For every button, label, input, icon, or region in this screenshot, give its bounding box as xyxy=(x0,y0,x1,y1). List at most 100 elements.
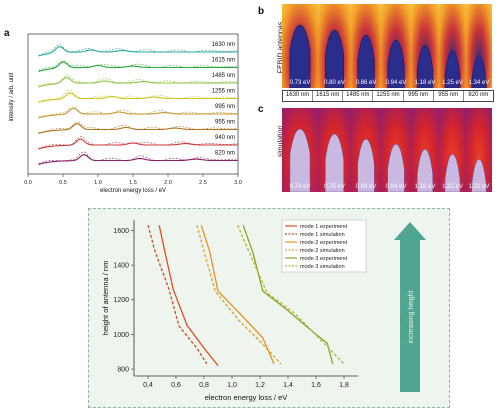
energy-label: 1.34 eV xyxy=(468,80,490,86)
length-label: 1615 nm xyxy=(313,91,344,101)
spectra-xticks: 0.0 0.5 1.0 1.5 2.0 2.5 3.0 xyxy=(24,174,242,186)
spectrum-label: 940 nm xyxy=(215,135,235,141)
febid-image: 0.80 eV xyxy=(318,4,351,88)
length-label: 995 nm xyxy=(404,91,434,101)
increasing-height-arrow: increasing height xyxy=(394,222,426,392)
febid-image: 1.34 eV xyxy=(466,4,492,88)
series-line xyxy=(242,224,334,365)
energy-label: 1.25 eV xyxy=(442,80,463,86)
measured-spectrum xyxy=(38,46,238,57)
legend-label: mode 1 experiment xyxy=(300,224,348,230)
energy-label: 1.18 eV xyxy=(414,184,436,190)
x-tick-label: 0,6 xyxy=(171,382,181,389)
series-line xyxy=(158,225,219,367)
antenna-shape xyxy=(357,34,375,88)
y-axis-label: height of antenna / nm xyxy=(101,261,110,336)
energy-label: 0.86 eV xyxy=(355,80,377,86)
antenna-length-bar: 1630 nm 1615 nm 1485 nm 1255 nm 995 nm 9… xyxy=(282,90,494,102)
energy-label: 0.74 eV xyxy=(289,184,311,190)
x-tick-label: 1,8 xyxy=(339,382,349,389)
measured-spectrum xyxy=(38,107,238,119)
spectra-curves xyxy=(38,44,239,166)
spectrum-label: 955 nm xyxy=(215,120,235,126)
x-tick-label: 2.0 xyxy=(164,180,172,186)
chart-axes: 0,4 0,6 0,8 1,0 1,2 1,4 1,6 1,8 800 1000 1200 1400 1… xyxy=(101,220,358,402)
antenna-shape xyxy=(471,158,487,192)
x-axis-label: electron energy loss / eV xyxy=(205,393,288,402)
febid-image: 1.25 eV xyxy=(439,4,466,88)
energy-label: 0.73 eV xyxy=(289,80,311,86)
chart-legend: mode 1 experiment mode 1 simulation mode 2… xyxy=(281,219,367,273)
legend-label: mode 2 simulation xyxy=(300,248,345,254)
spectrum-label: 1630 nm xyxy=(212,42,235,48)
simulated-spectrum xyxy=(38,89,239,102)
antenna-shape xyxy=(357,138,375,192)
length-label: 1630 nm xyxy=(283,91,314,101)
measured-spectrum xyxy=(38,92,238,104)
spectrum-label: 1615 nm xyxy=(212,58,235,64)
simulated-spectrum xyxy=(38,60,238,71)
antenna-shape xyxy=(324,133,345,192)
y-tick-label: 1400 xyxy=(113,263,129,270)
energy-label: 0.75 eV xyxy=(324,184,345,190)
panel-a-letter: a xyxy=(4,28,10,39)
febid-image: 0.86 eV xyxy=(351,4,381,88)
y-tick-label: 1600 xyxy=(113,228,129,235)
antenna-shape xyxy=(289,24,311,88)
febid-image: 0.94 eV xyxy=(381,4,411,88)
x-tick-label: 1.0 xyxy=(94,180,102,186)
length-label: 1485 nm xyxy=(343,91,374,101)
antenna-shape xyxy=(444,153,461,192)
y-tick-label: 1000 xyxy=(113,332,129,339)
x-tick-label: 3.0 xyxy=(234,180,242,186)
series-line xyxy=(147,225,208,365)
eels-spectra-chart: 1630 nm 1615 nm 1485 nm 1255 nm 995 nm 955 nm… xyxy=(24,33,242,186)
length-label: 1255 nm xyxy=(373,91,404,101)
antenna-shape xyxy=(387,143,405,192)
spectrum-label: 1255 nm xyxy=(212,89,235,95)
panel-d-frame xyxy=(88,208,450,408)
y-tick-label: 800 xyxy=(117,367,129,374)
chart-series xyxy=(147,224,345,367)
antenna-shape xyxy=(324,29,345,88)
energy-label: 1.32 eV xyxy=(468,184,490,190)
simulation-image: 0.88 eV xyxy=(351,108,381,192)
spectrum-label: 820 nm xyxy=(215,151,235,157)
x-tick-label: 1,4 xyxy=(283,382,293,389)
measured-spectrum xyxy=(38,76,238,88)
energy-label: 0.94 eV xyxy=(385,184,407,190)
energy-label: 0.88 eV xyxy=(355,184,377,190)
arrow-label: increasing height xyxy=(408,290,415,343)
panel-a-xlabel: electron energy loss / eV xyxy=(100,188,167,194)
mode-energy-chart: 0,4 0,6 0,8 1,0 1,2 1,4 1,6 1,8 800 1000 1200 1400 1… xyxy=(101,219,426,402)
arrow-shape xyxy=(394,222,426,392)
series-line xyxy=(196,225,282,365)
y-tick-label: 1200 xyxy=(113,297,129,304)
energy-label: 1.18 eV xyxy=(414,80,436,86)
simulation-image: 1.22 eV xyxy=(439,108,466,192)
legend-label: mode 3 simulation xyxy=(300,264,345,270)
legend-label: mode 1 simulation xyxy=(300,232,345,238)
x-tick-label: 1.5 xyxy=(129,180,137,186)
measured-spectrum xyxy=(38,138,238,150)
antenna-shape xyxy=(387,39,405,88)
x-tick-label: 1,2 xyxy=(255,382,265,389)
series-line xyxy=(237,224,345,365)
simulated-spectrum xyxy=(38,151,238,164)
x-tick-label: 1,6 xyxy=(311,382,321,389)
simulation-image: 1.18 eV xyxy=(411,108,439,192)
length-label: 955 nm xyxy=(434,91,464,101)
x-tick-label: 0.5 xyxy=(59,180,67,186)
panel-a-ylabel: intensity / arb. unit xyxy=(9,72,15,122)
x-tick-label: 0,8 xyxy=(199,382,209,389)
simulated-spectrum xyxy=(38,74,239,87)
energy-label: 0.94 eV xyxy=(385,80,407,86)
simulation-image: 0.94 eV xyxy=(381,108,411,192)
legend-label: mode 2 experiment xyxy=(300,240,348,246)
length-label: 820 nm xyxy=(468,92,489,98)
antenna-shape xyxy=(471,54,487,88)
measured-spectrum xyxy=(38,154,238,166)
simulation-image: 0.75 eV xyxy=(318,108,351,192)
febid-image: 1.18 eV xyxy=(411,4,439,88)
measured-spectrum xyxy=(38,61,238,73)
